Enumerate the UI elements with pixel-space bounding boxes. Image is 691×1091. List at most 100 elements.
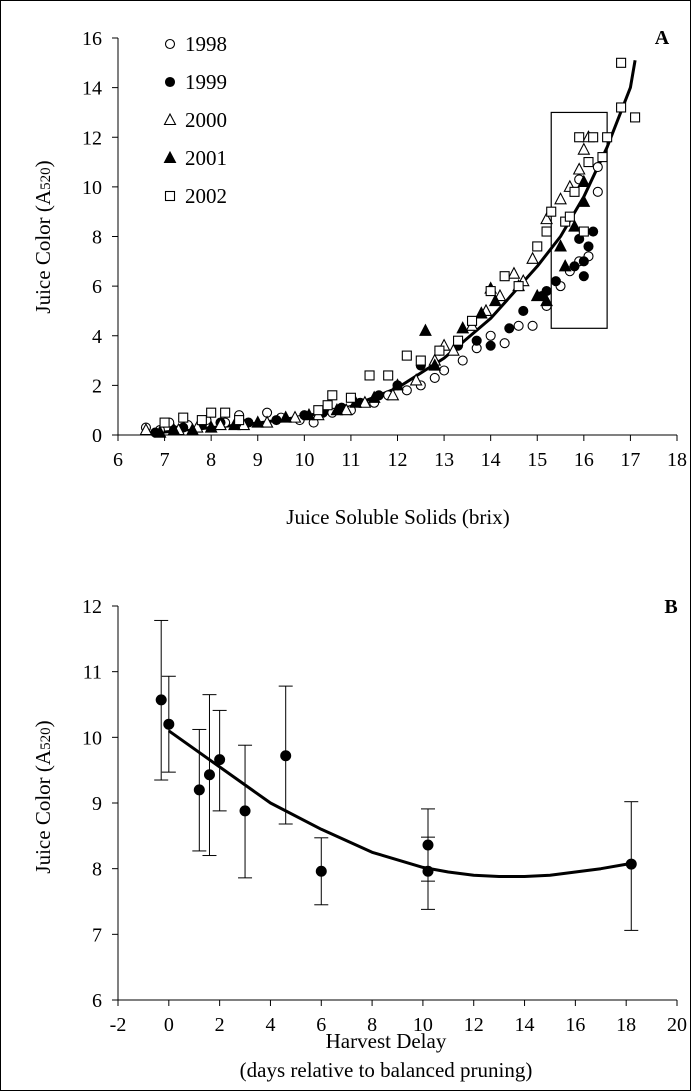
data-point-1998 (592, 161, 603, 173)
data-point-group (420, 836, 435, 910)
legend-label-2002: 2002 (185, 184, 227, 208)
data-point-2001 (419, 323, 432, 336)
legend-item-1999: 1999 (164, 70, 227, 94)
panel-a-y-axis-label: Juice Color (A520) (31, 160, 55, 313)
data-point-2002 (541, 226, 552, 237)
data-point-2001 (428, 358, 442, 371)
panel-b-x-tick-label: 16 (565, 1014, 585, 1036)
data-point-2001 (153, 425, 167, 438)
data-point-2002 (220, 407, 231, 418)
highlight-box (550, 111, 608, 329)
data-point-2002 (364, 370, 375, 381)
data-point-2000 (507, 266, 521, 279)
data-point-2002 (434, 345, 445, 356)
data-point-2001 (302, 407, 316, 421)
panel-b-axes: -2 0 2 4 6 8 10 12 14 16 18 20 6 7 8 9 10 11 12 (82, 596, 687, 1036)
panel-b-points (154, 619, 639, 931)
panel-a-x-tick-label: 12 (388, 449, 408, 471)
data-point-1999 (518, 305, 529, 316)
data-point-2002 (415, 355, 426, 366)
panel-b-y-axis-label-sub: 520 (38, 727, 54, 750)
data-point-2002 (453, 335, 464, 346)
panel-a-x-tick-label: 18 (667, 449, 687, 471)
legend-item-2000: 2000 (163, 108, 227, 132)
panel-b-x-tick-label: -2 (110, 1014, 127, 1036)
data-point-2002 (569, 186, 580, 197)
data-point-2000 (260, 415, 274, 428)
data-point (214, 754, 226, 766)
panel-b-trendline (167, 729, 632, 878)
panel-b-x-axis-label: Harvest Delay (326, 1029, 447, 1053)
data-point-2002 (532, 241, 543, 252)
data-point-1998 (457, 355, 468, 366)
panel-b-x-tick-label: 4 (265, 1014, 275, 1036)
data-point-2001 (474, 306, 488, 319)
data-point-1998 (499, 338, 510, 349)
panel-b-x-tick-label: 10 (413, 1014, 433, 1036)
panel-b-x-tick-label: 18 (616, 1014, 636, 1036)
data-point-2002 (466, 315, 478, 326)
data-point-2001 (540, 293, 553, 307)
panel-a-y-axis-label-end: ) (31, 160, 55, 167)
data-point-1999 (569, 261, 580, 272)
data-point-2000 (446, 343, 460, 356)
data-point-1999 (504, 323, 515, 334)
panel-b-y-axis-label-end: ) (31, 720, 55, 727)
data-point-2002 (564, 211, 575, 222)
panel-b-x-tick-label: 6 (316, 1014, 326, 1036)
panel-a-y-tick-label: 16 (82, 28, 102, 50)
panel-a-y-tick-label: 14 (82, 78, 102, 100)
panel-a-x-tick-label: 13 (434, 449, 454, 471)
data-point-2001 (488, 293, 502, 307)
panel-b-x-tick-label: 8 (367, 1014, 377, 1036)
panel-a-y-tick-label: 8 (92, 227, 102, 249)
data-point-2002 (597, 152, 608, 163)
data-point-1998 (592, 186, 603, 197)
panel-a-y-tick-label: 4 (92, 326, 102, 348)
panel-b-x-tick-label: 0 (164, 1014, 174, 1036)
legend-marker-2001 (163, 150, 177, 164)
data-point-2002 (602, 132, 613, 143)
data-point-group (202, 694, 217, 857)
data-point-2000 (339, 403, 353, 416)
panel-b-y-axis-label-main: Juice Color (A (31, 749, 55, 873)
data-point-2000 (577, 142, 591, 155)
data-point-2000 (386, 388, 400, 401)
data-point (155, 694, 167, 706)
panel-a-y-tick-label: 0 (92, 425, 102, 447)
panel-b-y-tick-label: 12 (82, 596, 102, 618)
legend-marker-2002 (164, 190, 176, 202)
panel-a-x-tick-label: 6 (113, 449, 123, 471)
data-point-2001 (558, 259, 572, 272)
data-point-group (154, 619, 169, 781)
panel-a-y-tick-label: 10 (82, 177, 102, 199)
panel-a-y-axis-label-main: Juice Color (A (31, 189, 55, 313)
data-point-2002 (485, 286, 496, 297)
data-point-group (161, 675, 176, 773)
data-point-2002 (327, 390, 338, 401)
data-point-2001 (204, 420, 218, 433)
panel-a-x-tick-label: 7 (160, 449, 170, 471)
data-point-2001 (186, 422, 199, 436)
data-point-2002 (583, 157, 594, 168)
panel-a-axes: 6 7 8 9 10 11 12 13 14 15 16 17 18 0 2 4 6 8 10 12 14 16 (82, 28, 687, 471)
panel-a-x-axis-label: Juice Soluble Solids (brix) (286, 505, 509, 529)
data-point-2001 (367, 390, 381, 403)
panel-b-label: B (664, 596, 677, 618)
data-point (193, 784, 205, 796)
panel-a-x-tick-label: 14 (481, 449, 501, 471)
panel-b-x-tick-label: 14 (515, 1014, 535, 1036)
panel-a: 6 7 8 9 10 11 12 13 14 15 16 17 18 0 2 4 6 8 10 12 14 16 1998… (31, 27, 687, 529)
data-point-2002 (196, 415, 207, 426)
data-point-2000 (358, 395, 372, 408)
data-point-1999 (471, 335, 482, 346)
data-point (280, 750, 292, 762)
panel-b-x-axis-label-sub: (days relative to balanced pruning) (240, 1058, 533, 1082)
data-point-1998 (513, 320, 524, 331)
data-point-2002 (616, 102, 627, 113)
data-point-group (314, 837, 329, 906)
panel-a-x-tick-label: 9 (253, 449, 263, 471)
panel-a-y-tick-label: 2 (92, 375, 102, 397)
legend-label-1999: 1999 (185, 70, 227, 94)
